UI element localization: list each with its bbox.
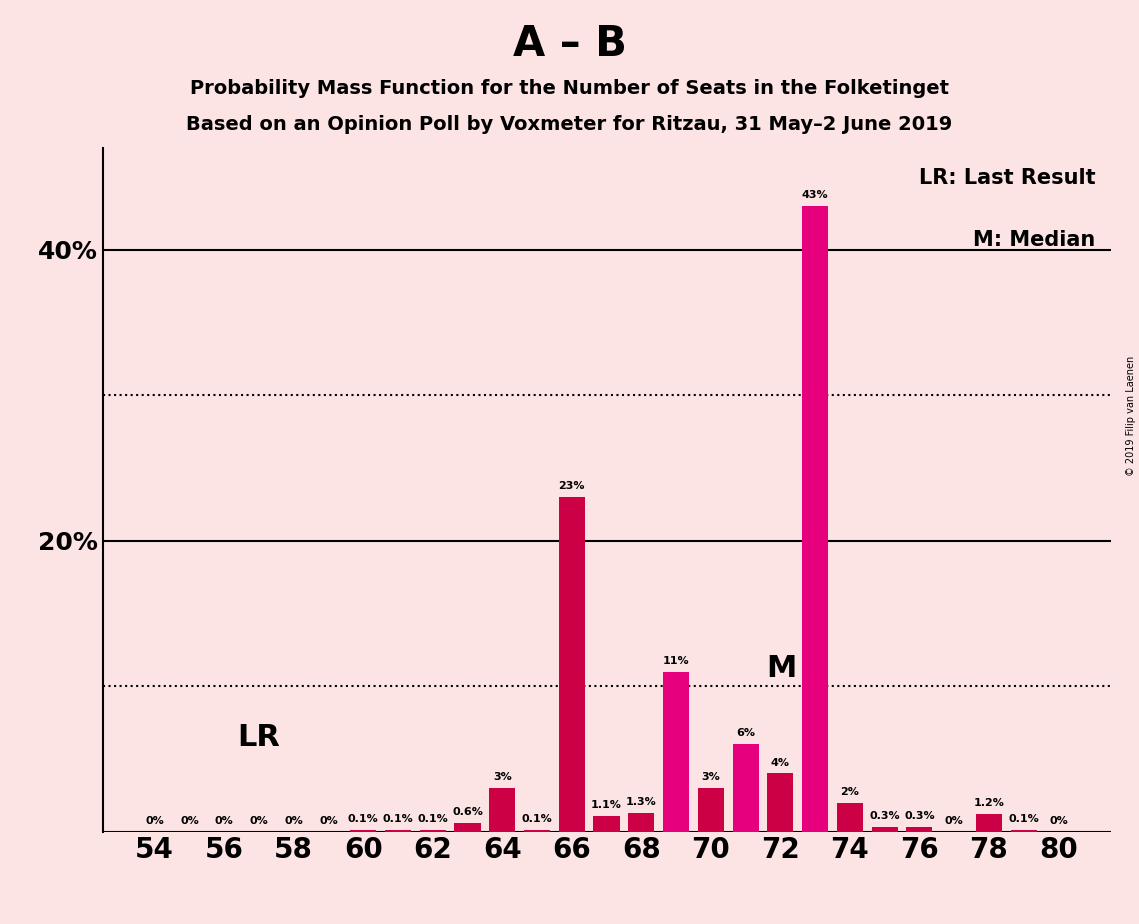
Text: LR: Last Result: LR: Last Result — [919, 168, 1096, 188]
Text: Probability Mass Function for the Number of Seats in the Folketinget: Probability Mass Function for the Number… — [190, 79, 949, 98]
Text: 3%: 3% — [493, 772, 511, 782]
Bar — [419, 830, 445, 832]
Bar — [490, 788, 515, 832]
Bar — [1010, 830, 1036, 832]
Text: M: Median: M: Median — [973, 230, 1096, 249]
Bar — [593, 816, 620, 832]
Text: 3%: 3% — [702, 772, 720, 782]
Text: 0.1%: 0.1% — [522, 814, 552, 824]
Text: 2%: 2% — [841, 786, 859, 796]
Text: 0%: 0% — [180, 816, 199, 826]
Text: 0.1%: 0.1% — [417, 814, 448, 824]
Bar — [871, 827, 898, 832]
Text: 0%: 0% — [215, 816, 233, 826]
Text: M: M — [767, 654, 797, 683]
Text: 0.3%: 0.3% — [869, 811, 900, 821]
Text: © 2019 Filip van Laenen: © 2019 Filip van Laenen — [1125, 356, 1136, 476]
Text: 0%: 0% — [1049, 816, 1067, 826]
Bar — [732, 745, 759, 832]
Text: 0%: 0% — [249, 816, 269, 826]
Text: 1.2%: 1.2% — [974, 798, 1005, 808]
Text: Based on an Opinion Poll by Voxmeter for Ritzau, 31 May–2 June 2019: Based on an Opinion Poll by Voxmeter for… — [187, 116, 952, 135]
Bar — [768, 773, 794, 832]
Text: 0.3%: 0.3% — [904, 811, 935, 821]
Bar — [663, 672, 689, 832]
Text: 1.1%: 1.1% — [591, 800, 622, 809]
Text: 0%: 0% — [944, 816, 964, 826]
Text: 0.1%: 0.1% — [347, 814, 378, 824]
Bar — [629, 813, 654, 832]
Bar — [802, 206, 828, 832]
Bar — [837, 803, 863, 832]
Text: 1.3%: 1.3% — [626, 796, 657, 807]
Bar — [976, 814, 1002, 832]
Text: 0%: 0% — [319, 816, 338, 826]
Bar — [698, 788, 723, 832]
Text: 23%: 23% — [558, 481, 585, 492]
Text: 0%: 0% — [146, 816, 164, 826]
Text: 0.6%: 0.6% — [452, 807, 483, 817]
Text: LR: LR — [238, 723, 280, 751]
Bar — [907, 827, 933, 832]
Bar — [524, 830, 550, 832]
Text: 4%: 4% — [771, 758, 789, 768]
Text: A – B: A – B — [513, 23, 626, 65]
Text: 11%: 11% — [663, 656, 689, 666]
Text: 0%: 0% — [285, 816, 303, 826]
Bar — [385, 830, 411, 832]
Bar — [559, 497, 584, 832]
Text: 6%: 6% — [736, 728, 755, 738]
Bar — [350, 830, 376, 832]
Text: 0.1%: 0.1% — [1008, 814, 1039, 824]
Bar — [454, 823, 481, 832]
Text: 43%: 43% — [802, 190, 828, 201]
Text: 0.1%: 0.1% — [383, 814, 413, 824]
